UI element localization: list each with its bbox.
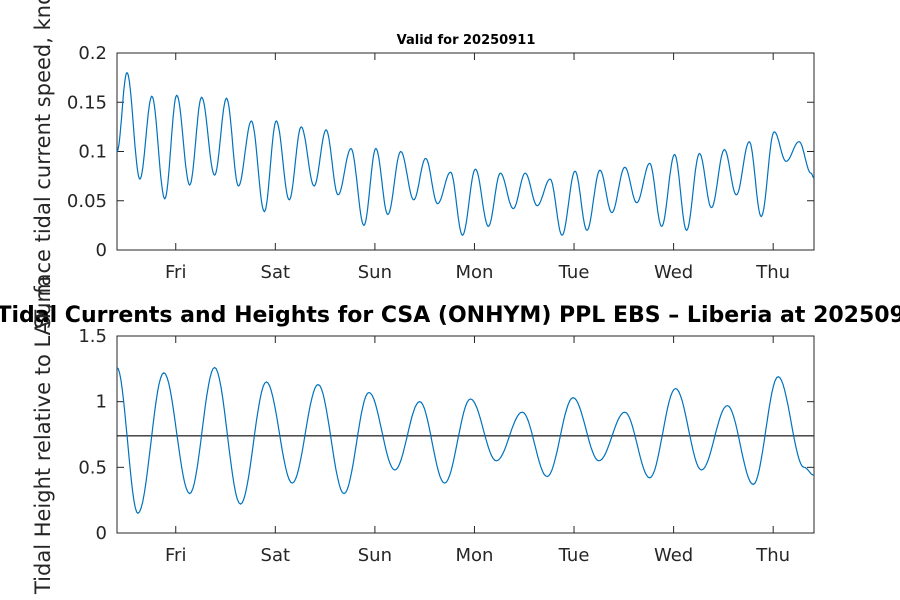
height-x-ticks: Fri Sat Sun Mon Tue Wed Thu (165, 336, 790, 566)
height-x-tick-label: Sun (358, 545, 392, 566)
current-y-axis-label: Surface tidal current speed, knots (31, 0, 55, 329)
height-y-tick-label: 0.5 (78, 457, 107, 478)
height-x-tick-label: Tue (558, 545, 590, 566)
current-x-ticks: Fri Sat Sun Mon Tue Wed Thu (165, 53, 790, 283)
height-x-tick-label: Fri (165, 545, 186, 566)
height-x-tick-label: Sat (261, 545, 291, 566)
current-chart-title: Valid for 20250911 (397, 33, 536, 48)
current-x-tick-label: Wed (654, 262, 693, 283)
current-x-tick-label: Tue (558, 262, 590, 283)
main-chart-title: Tidal Currents and Heights for CSA (ONHY… (0, 303, 900, 328)
height-x-tick-label: Thu (755, 545, 790, 566)
current-x-tick-label: Sat (261, 262, 291, 283)
height-x-tick-label: Mon (455, 545, 493, 566)
current-x-tick-label: Sun (358, 262, 392, 283)
current-x-tick-label: Thu (755, 262, 790, 283)
current-x-tick-label: Fri (165, 262, 186, 283)
current-x-tick-label: Mon (455, 262, 493, 283)
height-y-tick-label: 1 (96, 392, 107, 413)
current-y-tick-label: 0 (96, 240, 107, 261)
current-y-tick-label: 0.1 (78, 142, 107, 163)
height-y-tick-label: 0 (96, 523, 107, 544)
current-y-tick-label: 0.05 (67, 191, 107, 212)
height-y-ticks: 0 0.5 1 1.5 (78, 326, 814, 544)
height-plot-frame (116, 335, 815, 534)
current-y-tick-label: 0.2 (78, 43, 107, 64)
current-speed-panel: Valid for 20250911 Surface tidal current… (31, 0, 815, 329)
height-y-tick-label: 1.5 (78, 326, 107, 347)
current-speed-line (116, 71, 815, 236)
current-plot-frame (116, 52, 815, 251)
tidal-height-panel: Tidal Currents and Heights for CSA (ONHY… (0, 276, 900, 595)
tidal-height-line (116, 366, 815, 515)
height-x-tick-label: Wed (654, 545, 693, 566)
height-y-axis-label: Tidal Height relative to LAT, m (31, 276, 55, 595)
current-y-tick-label: 0.15 (67, 92, 107, 113)
current-y-ticks: 0 0.05 0.1 0.15 0.2 (67, 43, 814, 261)
